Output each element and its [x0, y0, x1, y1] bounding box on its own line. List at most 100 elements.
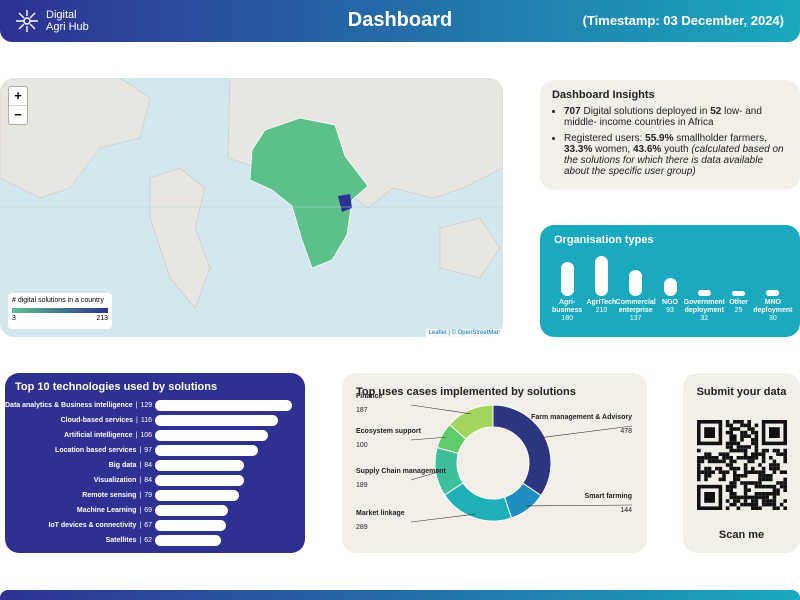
qr-module: [740, 438, 744, 442]
value-label: 116: [140, 417, 152, 424]
zoom-control: + −: [8, 86, 28, 125]
qr-module: [740, 445, 744, 449]
qr-module: [704, 466, 708, 471]
qr-module: [772, 470, 777, 474]
qr-module: [761, 477, 766, 482]
qr-module: [761, 484, 766, 489]
qr-module: [751, 481, 755, 485]
value-label: 129: [140, 402, 153, 409]
attribution[interactable]: Leaflet | © OpenStreetMap: [425, 329, 503, 337]
legend-max: 213: [96, 315, 108, 322]
separator: |: [139, 462, 142, 469]
qr-module: [743, 488, 748, 492]
insights-title: Dashboard Insights: [552, 89, 655, 101]
qr-module: [754, 492, 759, 496]
qr-module: [776, 492, 780, 496]
qr-module: [715, 459, 719, 464]
qr-module: [747, 502, 751, 507]
bar: [732, 291, 746, 296]
qr-module: [697, 470, 701, 474]
qr-module: [736, 456, 741, 460]
qr-module: [769, 502, 773, 507]
qr-module: [761, 448, 766, 453]
qr-module: [761, 452, 766, 456]
qr-module: [711, 470, 715, 474]
qr-code[interactable]: [697, 420, 787, 510]
qr-module: [729, 492, 733, 496]
category-label: Market linkage: [356, 510, 405, 517]
qr-module: [761, 502, 766, 507]
qr-module: [733, 484, 737, 489]
qr-module: [725, 452, 730, 456]
qr-module: [747, 481, 751, 485]
qr-module: [743, 434, 748, 438]
qr-module: [783, 506, 787, 510]
qr-module: [733, 477, 737, 482]
qr-module: [718, 466, 723, 471]
qr-module: [776, 463, 780, 467]
qr-module: [761, 470, 766, 474]
x-tick-label: Agri-business 180: [545, 299, 589, 323]
qr-module: [772, 495, 777, 500]
qr-module: [733, 502, 737, 507]
qr-module: [765, 477, 769, 482]
qr-module: [725, 456, 730, 460]
qr-module: [729, 423, 733, 428]
category-label: Data analytics & Business intelligence: [5, 402, 133, 409]
insight-text: low- and middle- income countries in Afr…: [564, 106, 762, 128]
category-label: Visualization: [93, 477, 137, 484]
qr-module: [769, 427, 780, 438]
category-label: Ecosystem support: [356, 428, 422, 435]
qr-module: [736, 499, 741, 503]
leader-line: [525, 504, 633, 507]
qr-module: [754, 481, 759, 485]
qr-module: [776, 466, 780, 471]
country-highlight: [338, 194, 352, 212]
qr-module: [729, 445, 733, 449]
category-label: Cloud-based services: [60, 417, 133, 424]
qr-module: [751, 506, 755, 510]
qr-module: [754, 506, 759, 510]
qr-module: [729, 434, 733, 438]
qr-module: [740, 474, 744, 478]
leader-line: [410, 404, 471, 415]
qr-module: [697, 459, 701, 464]
qr-module: [776, 506, 780, 510]
value-label: 84: [144, 462, 152, 469]
qr-module: [740, 448, 744, 453]
qr-module: [751, 438, 755, 442]
y-tick-label: Machine Learning | 69: [5, 505, 152, 516]
qr-module: [751, 456, 755, 460]
qr-module: [758, 492, 762, 496]
qr-module: [697, 448, 701, 453]
qr-module: [729, 488, 733, 492]
x-tick-label: NGO 93: [648, 299, 692, 315]
qr-module: [736, 427, 741, 431]
x-tick-label: Government deployment 32: [682, 299, 726, 323]
qr-module: [772, 466, 777, 471]
value-label: 25: [734, 307, 743, 314]
insight-text: 43.6%: [632, 144, 662, 155]
zoom-out[interactable]: −: [14, 107, 22, 122]
qr-module: [779, 484, 784, 489]
qr-module: [754, 502, 759, 507]
bar: [155, 535, 221, 546]
value-label: 478: [620, 428, 632, 435]
value-label: 97: [144, 447, 152, 454]
bar: [560, 261, 574, 296]
bar: [629, 269, 643, 296]
leader-line: [540, 425, 633, 438]
x-tick-label: Commercial enterprise 137: [614, 299, 658, 323]
qr-module: [743, 484, 748, 489]
qr-module: [761, 474, 766, 478]
qr-module: [758, 474, 762, 478]
qr-module: [743, 463, 748, 467]
value-label: 30: [768, 315, 777, 322]
qr-module: [700, 459, 705, 464]
category-label: Location based services: [55, 447, 137, 454]
qr-module: [729, 459, 733, 464]
qr-module: [722, 470, 726, 474]
qr-module: [779, 452, 784, 456]
zoom-in[interactable]: +: [9, 87, 27, 106]
